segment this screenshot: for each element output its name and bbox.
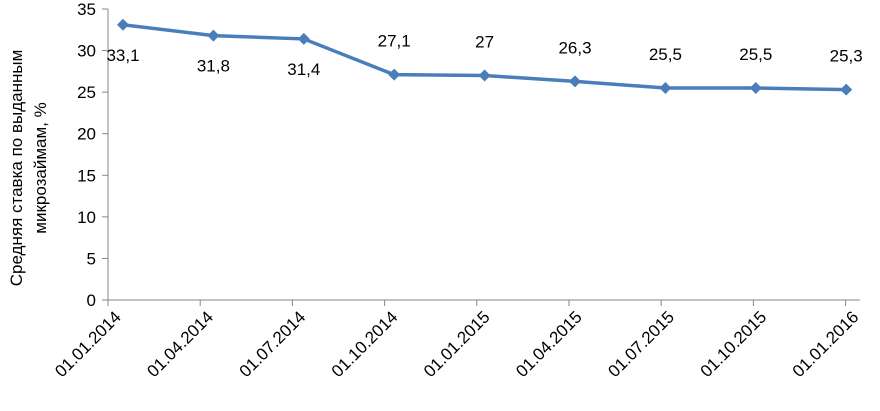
data-label: 26,3 xyxy=(558,38,591,57)
y-tick-label: 10 xyxy=(77,208,96,227)
x-tick-label: 01.10.2014 xyxy=(328,307,402,381)
data-label: 25,5 xyxy=(739,45,772,64)
y-axis-title: микрозаймам, % xyxy=(31,102,50,233)
data-label: 27 xyxy=(475,33,494,52)
x-tick-label: 01.01.2016 xyxy=(789,307,863,381)
y-tick-label: 25 xyxy=(77,83,96,102)
x-tick-label: 01.07.2014 xyxy=(236,307,310,381)
marker xyxy=(117,18,129,31)
data-label: 31,8 xyxy=(197,57,230,76)
data-label: 25,5 xyxy=(649,45,682,64)
marker xyxy=(840,83,853,96)
y-tick-label: 5 xyxy=(87,249,96,268)
x-tick-label: 01.01.2015 xyxy=(420,307,494,381)
x-tick-label: 01.07.2015 xyxy=(604,307,678,381)
x-tick-label: 01.04.2015 xyxy=(512,307,586,381)
x-tick-label: 01.10.2015 xyxy=(697,307,771,381)
data-label: 27,1 xyxy=(378,32,411,51)
y-tick-label: 30 xyxy=(77,42,96,61)
marker xyxy=(478,69,491,82)
y-axis-title: Средняя ставка по выданным xyxy=(7,50,26,287)
x-tick-label: 01.04.2014 xyxy=(143,307,217,381)
data-label: 25,3 xyxy=(830,47,863,66)
marker xyxy=(388,68,401,81)
data-label: 31,4 xyxy=(287,60,320,79)
marker xyxy=(569,75,581,88)
y-tick-label: 20 xyxy=(77,125,96,144)
marker xyxy=(659,81,672,94)
marker xyxy=(749,81,762,94)
x-tick-label: 01.01.2014 xyxy=(51,307,125,381)
y-tick-label: 0 xyxy=(87,291,96,310)
marker xyxy=(297,32,310,45)
marker xyxy=(207,29,220,42)
data-label: 33,1 xyxy=(106,46,139,65)
y-tick-label: 35 xyxy=(77,0,96,19)
y-tick-label: 15 xyxy=(77,166,96,185)
